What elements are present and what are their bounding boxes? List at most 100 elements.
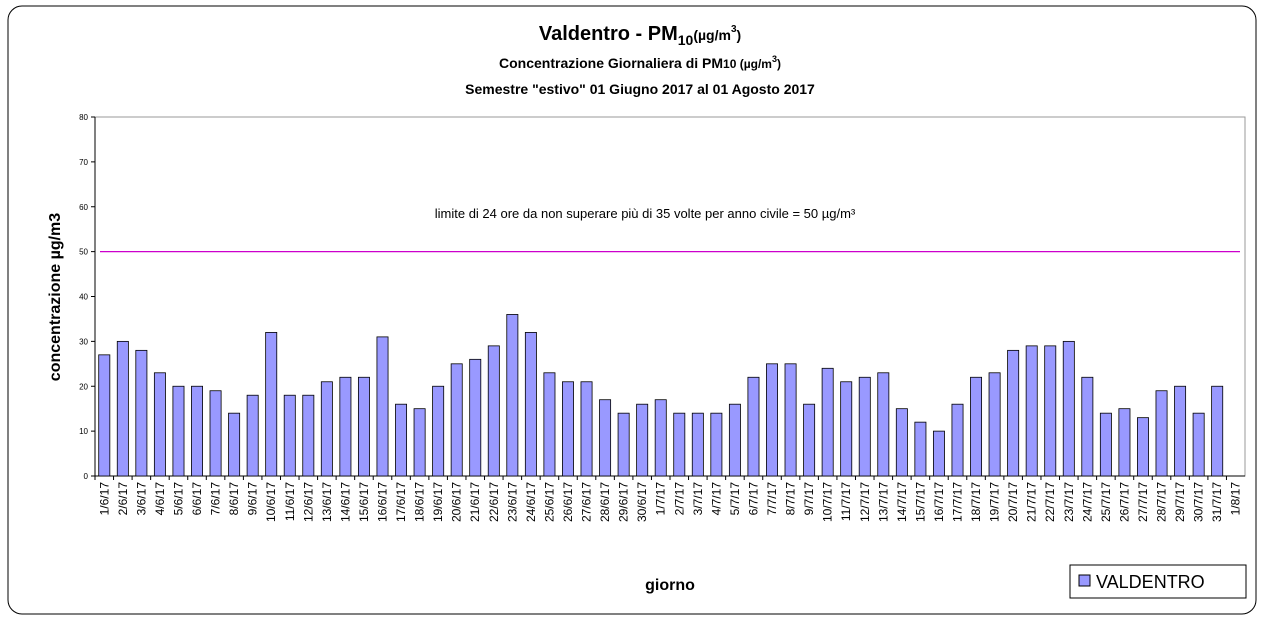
bar	[747, 376, 760, 477]
bar	[1081, 376, 1094, 477]
x-tick-label: 19/6/17	[431, 482, 445, 522]
x-tick-label: 2/6/17	[116, 482, 130, 516]
bar	[766, 363, 778, 477]
legend-label: VALDENTRO	[1096, 572, 1205, 592]
x-tick-label: 26/6/17	[561, 482, 575, 522]
bar	[153, 372, 166, 477]
x-tick-label: 6/6/17	[190, 482, 204, 516]
legend	[1069, 564, 1247, 599]
bar	[1118, 408, 1131, 477]
x-tick-label: 19/7/17	[988, 482, 1002, 522]
x-tick-label: 6/7/17	[746, 482, 760, 516]
bar	[432, 385, 445, 477]
y-tick-label: 30	[79, 337, 88, 346]
bar	[116, 340, 129, 477]
bar	[1062, 340, 1075, 477]
bar	[691, 412, 704, 477]
bar	[617, 412, 630, 477]
x-tick-label: 29/6/17	[617, 482, 631, 522]
x-tick-label: 20/7/17	[1006, 482, 1020, 522]
chart-subtitle-2: Semestre "estivo" 01 Giugno 2017 al 01 A…	[465, 81, 815, 97]
x-tick-label: 20/6/17	[450, 482, 464, 522]
bar	[895, 408, 908, 477]
x-tick-label: 22/6/17	[487, 482, 501, 522]
bar	[1099, 412, 1112, 477]
y-tick-label: 20	[79, 382, 88, 391]
x-tick-label: 5/6/17	[171, 482, 185, 516]
bar	[932, 430, 945, 477]
bar	[728, 403, 741, 477]
y-tick-label: 0	[84, 472, 89, 481]
x-tick-label: 14/6/17	[338, 482, 352, 522]
y-tick-label: 10	[79, 427, 88, 436]
legend-swatch	[1078, 574, 1091, 587]
x-tick-label: 17/6/17	[394, 482, 408, 522]
x-axis-label: giorno	[645, 577, 695, 594]
bar	[710, 412, 723, 477]
bar	[339, 376, 352, 477]
x-tick-label: 18/6/17	[413, 482, 427, 522]
bar	[228, 412, 241, 477]
y-axis-label: concentrazione µg/m3	[47, 213, 64, 381]
x-tick-label: 25/7/17	[1099, 482, 1113, 522]
bar	[487, 345, 500, 477]
bar	[1174, 385, 1187, 477]
x-tick-label: 31/7/17	[1210, 482, 1224, 522]
x-tick-label: 4/6/17	[153, 482, 167, 516]
x-tick-label: 13/6/17	[320, 482, 334, 522]
bar	[1025, 345, 1038, 477]
bar	[469, 358, 482, 477]
bar	[320, 381, 333, 477]
x-tick-label: 21/6/17	[468, 482, 482, 522]
bar	[970, 376, 983, 477]
y-tick-label: 80	[79, 113, 88, 122]
bar	[1044, 345, 1057, 477]
x-tick-label: 12/7/17	[858, 482, 872, 522]
x-tick-label: 29/7/17	[1173, 482, 1187, 522]
x-tick-label: 30/6/17	[635, 482, 649, 522]
x-tick-label: 7/7/17	[765, 482, 779, 516]
x-tick-label: 21/7/17	[1025, 482, 1039, 522]
x-tick-label: 28/7/17	[1155, 482, 1169, 522]
chart-title: Valdentro - PM10(µg/m3)	[539, 23, 741, 48]
y-tick-label: 70	[79, 158, 88, 167]
x-tick-label: 24/7/17	[1080, 482, 1094, 522]
bar	[1211, 385, 1224, 477]
y-tick-label: 40	[79, 293, 88, 302]
bar	[395, 403, 408, 477]
bar	[654, 399, 667, 477]
x-tick-label: 24/6/17	[524, 482, 538, 522]
x-tick-label: 27/7/17	[1136, 482, 1150, 522]
bar	[283, 394, 296, 477]
bar	[951, 403, 964, 477]
bar	[877, 372, 890, 477]
x-tick-label: 3/7/17	[691, 482, 705, 516]
bar	[191, 385, 203, 477]
bar	[413, 408, 426, 477]
bar	[172, 385, 185, 477]
x-tick-label: 16/6/17	[376, 482, 390, 522]
x-tick-label: 23/7/17	[1062, 482, 1076, 522]
x-tick-label: 1/8/17	[1229, 482, 1243, 516]
chart-subtitle: Concentrazione Giornaliera di PM10 (µg/m…	[499, 54, 781, 71]
bar	[840, 381, 853, 477]
bar	[135, 349, 148, 477]
bar	[803, 403, 816, 477]
bar	[98, 354, 111, 477]
bar	[450, 363, 463, 477]
y-tick-label: 50	[79, 248, 88, 257]
bar	[1192, 412, 1205, 477]
x-tick-label: 26/7/17	[1117, 482, 1131, 522]
x-tick-label: 3/6/17	[134, 482, 148, 516]
x-tick-label: 8/6/17	[227, 482, 241, 516]
x-tick-label: 16/7/17	[932, 482, 946, 522]
bar	[821, 367, 834, 477]
bar	[988, 372, 1001, 477]
x-tick-label: 18/7/17	[969, 482, 983, 522]
bar	[673, 412, 686, 477]
x-tick-label: 11/6/17	[283, 482, 297, 521]
bar	[524, 331, 537, 477]
x-tick-label: 8/7/17	[784, 482, 798, 516]
x-tick-label: 9/6/17	[246, 482, 260, 516]
bar	[357, 376, 370, 477]
